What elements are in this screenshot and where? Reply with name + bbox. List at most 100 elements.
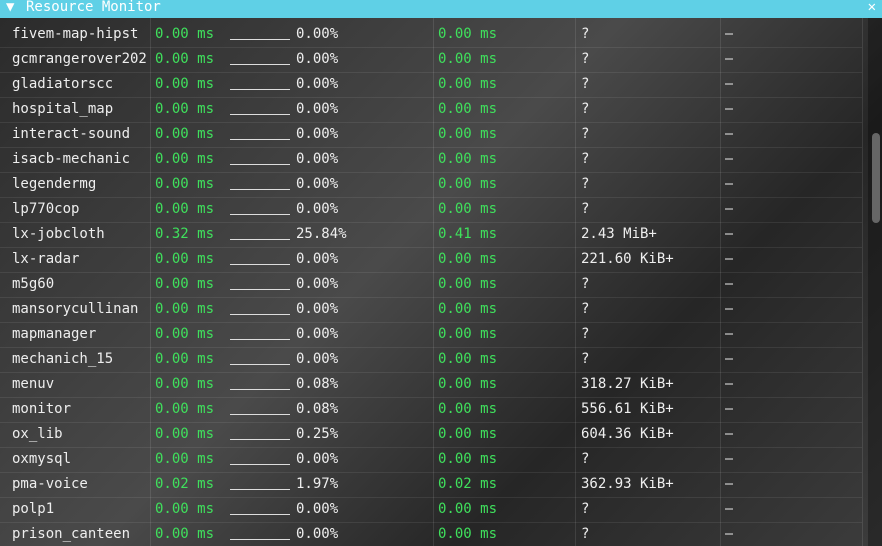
sparkline (230, 489, 290, 490)
memory: ? (581, 526, 590, 542)
cpu-time: 0.00 ms (155, 326, 215, 342)
resource-row: fivem-map-hipst 0.00 ms 0.00% 0.00 ms? – (0, 22, 862, 48)
cpu-time: 0.00 ms (155, 251, 215, 267)
time-ms: 0.00 ms (438, 526, 498, 542)
column-separator (150, 18, 151, 546)
cpu-percent: 0.00% (296, 301, 339, 317)
cpu-time: 0.00 ms (155, 51, 215, 67)
cpu-time: 0.00 ms (155, 376, 215, 392)
resource-name: polp1 (12, 501, 55, 517)
resource-name: gladiatorscc (12, 76, 114, 92)
resource-name: prison_canteen (12, 526, 131, 542)
cpu-time: 0.00 ms (155, 101, 215, 117)
column-separator (433, 18, 434, 546)
memory: ? (581, 126, 590, 142)
resource-row: lx-radar 0.00 ms 0.00% 0.00 ms 221.60 KiB+ – (0, 247, 862, 273)
streaming: – (725, 376, 734, 392)
cpu-time: 0.00 ms (155, 351, 215, 367)
time-ms: 0.00 ms (438, 301, 498, 317)
resource-name: isacb-mechanic (12, 151, 131, 167)
cpu-percent: 0.00% (296, 126, 339, 142)
time-ms: 0.00 ms (438, 351, 498, 367)
resource-name: lx-radar (12, 251, 80, 267)
cpu-percent: 0.25% (296, 426, 339, 442)
resource-name: oxmysql (12, 451, 72, 467)
cpu-time: 0.00 ms (155, 151, 215, 167)
resource-row: mechanich_15 0.00 ms 0.00% 0.00 ms? – (0, 347, 862, 373)
sparkline (230, 314, 290, 315)
resource-row: mansorycullinan 0.00 ms 0.00% 0.00 ms? – (0, 297, 862, 323)
sparkline (230, 464, 290, 465)
streaming: – (725, 26, 734, 42)
resource-name: menuv (12, 376, 55, 392)
column-separator (575, 18, 576, 546)
sparkline (230, 364, 290, 365)
time-ms: 0.00 ms (438, 376, 498, 392)
cpu-percent: 25.84% (296, 226, 347, 242)
streaming: – (725, 176, 734, 192)
cpu-time: 0.02 ms (155, 476, 215, 492)
cpu-time: 0.00 ms (155, 126, 215, 142)
resource-name: fivem-map-hipst (12, 26, 139, 42)
sparkline (230, 389, 290, 390)
memory: ? (581, 301, 590, 317)
time-ms: 0.00 ms (438, 251, 498, 267)
cpu-percent: 0.00% (296, 351, 339, 367)
streaming: – (725, 526, 734, 542)
cpu-time: 0.00 ms (155, 26, 215, 42)
time-ms: 0.00 ms (438, 201, 498, 217)
memory: 2.43 MiB+ (581, 226, 657, 242)
memory: ? (581, 51, 590, 67)
time-ms: 0.00 ms (438, 176, 498, 192)
streaming: – (725, 276, 734, 292)
time-ms: 0.02 ms (438, 476, 498, 492)
title-bar: ▼ Resource Monitor ✕ (0, 0, 882, 18)
sparkline (230, 164, 290, 165)
resource-row: interact-sound 0.00 ms 0.00% 0.00 ms? – (0, 122, 862, 148)
collapse-button[interactable]: ▼ (6, 0, 15, 15)
streaming: – (725, 301, 734, 317)
resource-name: legendermg (12, 176, 97, 192)
column-separator (862, 18, 863, 546)
sparkline (230, 114, 290, 115)
memory: 362.93 KiB+ (581, 476, 674, 492)
resource-row: mapmanager 0.00 ms 0.00% 0.00 ms? – (0, 322, 862, 348)
time-ms: 0.00 ms (438, 501, 498, 517)
resource-row: gladiatorscc 0.00 ms 0.00% 0.00 ms? – (0, 72, 862, 98)
resource-row: prison_canteen 0.00 ms 0.00% 0.00 ms? – (0, 522, 862, 546)
time-ms: 0.00 ms (438, 276, 498, 292)
time-ms: 0.00 ms (438, 76, 498, 92)
close-button[interactable]: ✕ (867, 0, 876, 15)
sparkline (230, 89, 290, 90)
time-ms: 0.00 ms (438, 401, 498, 417)
resource-name: mechanich_15 (12, 351, 114, 367)
streaming: – (725, 101, 734, 117)
cpu-percent: 0.00% (296, 101, 339, 117)
resource-row: pma-voice 0.02 ms 1.97% 0.02 ms 362.93 KiB+ – (0, 472, 862, 498)
memory: ? (581, 326, 590, 342)
cpu-percent: 0.00% (296, 451, 339, 467)
cpu-time: 0.00 ms (155, 176, 215, 192)
streaming: – (725, 351, 734, 367)
cpu-percent: 0.00% (296, 251, 339, 267)
memory: 556.61 KiB+ (581, 401, 674, 417)
cpu-percent: 0.08% (296, 401, 339, 417)
resource-name: interact-sound (12, 126, 131, 142)
memory: ? (581, 76, 590, 92)
resource-row: monitor 0.00 ms 0.08% 0.00 ms 556.61 KiB+ – (0, 397, 862, 423)
cpu-percent: 0.08% (296, 376, 339, 392)
cpu-time: 0.00 ms (155, 76, 215, 92)
cpu-percent: 0.00% (296, 76, 339, 92)
resource-name: m5g60 (12, 276, 55, 292)
sparkline (230, 539, 290, 540)
cpu-time: 0.00 ms (155, 301, 215, 317)
sparkline (230, 214, 290, 215)
cpu-time: 0.00 ms (155, 501, 215, 517)
scrollbar[interactable] (868, 18, 882, 546)
sparkline (230, 189, 290, 190)
time-ms: 0.00 ms (438, 151, 498, 167)
cpu-time: 0.00 ms (155, 276, 215, 292)
resource-row: gcmrangerover202 0.00 ms 0.00% 0.00 ms? – (0, 47, 862, 73)
scrollbar-thumb[interactable] (872, 133, 880, 223)
resource-row: oxmysql 0.00 ms 0.00% 0.00 ms? – (0, 447, 862, 473)
